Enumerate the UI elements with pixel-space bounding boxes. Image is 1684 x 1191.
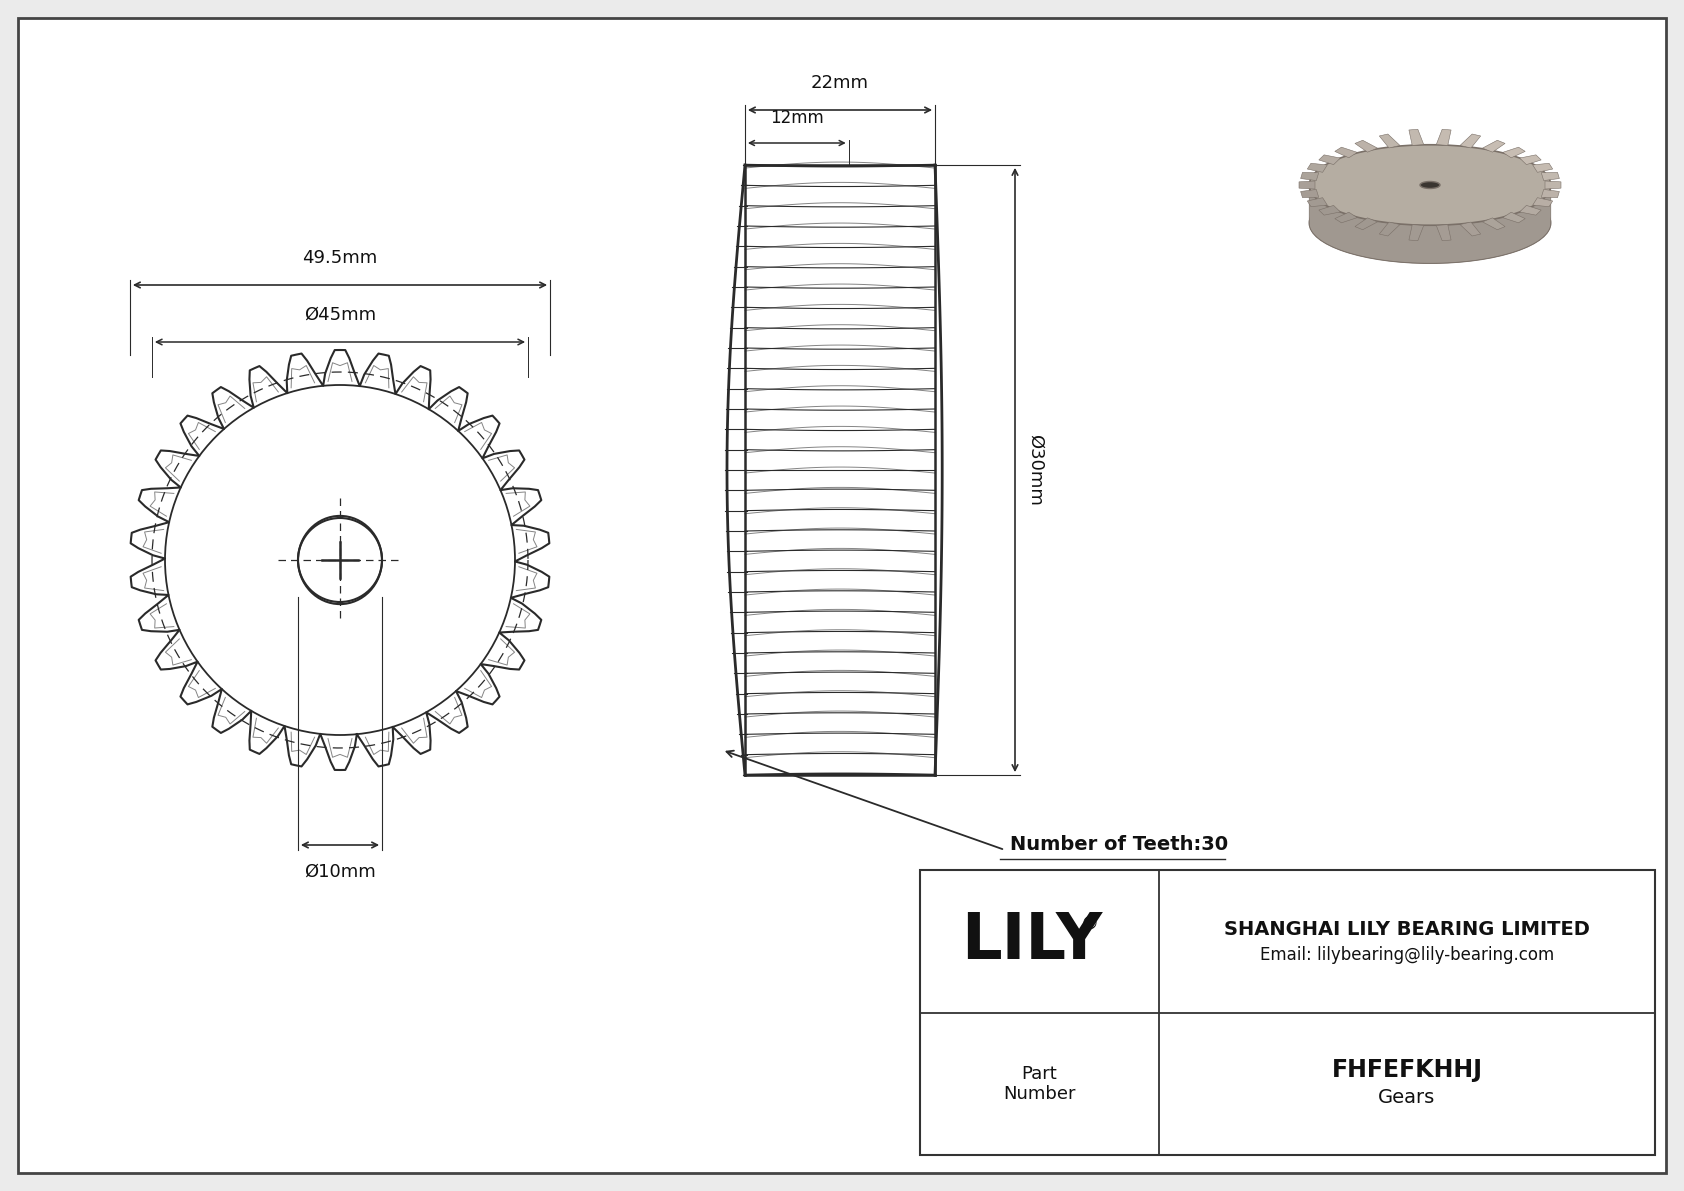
- Ellipse shape: [1308, 182, 1551, 263]
- Polygon shape: [1436, 225, 1452, 241]
- Text: SHANGHAI LILY BEARING LIMITED: SHANGHAI LILY BEARING LIMITED: [1224, 919, 1590, 939]
- Polygon shape: [1379, 222, 1399, 236]
- Polygon shape: [1298, 181, 1315, 189]
- Polygon shape: [1502, 212, 1526, 223]
- Polygon shape: [1532, 198, 1553, 207]
- Text: Part: Part: [1022, 1065, 1058, 1083]
- Polygon shape: [1307, 163, 1327, 173]
- Text: Ø45mm: Ø45mm: [303, 306, 376, 324]
- Text: ®: ®: [1081, 915, 1098, 933]
- Polygon shape: [1519, 155, 1541, 164]
- Polygon shape: [1308, 185, 1551, 263]
- Text: LILY: LILY: [962, 910, 1101, 972]
- Polygon shape: [1541, 189, 1559, 198]
- Polygon shape: [1519, 205, 1541, 216]
- Text: Gears: Gears: [1378, 1089, 1435, 1108]
- Polygon shape: [1541, 173, 1559, 181]
- Text: Number: Number: [1004, 1085, 1076, 1103]
- Polygon shape: [1410, 130, 1423, 145]
- Polygon shape: [1482, 141, 1505, 152]
- Bar: [919, 869, 1655, 1155]
- Polygon shape: [1460, 222, 1480, 236]
- Polygon shape: [1379, 135, 1399, 148]
- Polygon shape: [1307, 198, 1327, 207]
- Polygon shape: [1335, 148, 1357, 157]
- Text: 22mm: 22mm: [812, 74, 869, 92]
- Text: 49.5mm: 49.5mm: [303, 249, 377, 267]
- Polygon shape: [1356, 141, 1378, 152]
- Ellipse shape: [1308, 145, 1551, 225]
- Text: Number of Teeth:30: Number of Teeth:30: [1010, 836, 1228, 854]
- Polygon shape: [1356, 218, 1378, 230]
- Polygon shape: [1300, 189, 1319, 198]
- Polygon shape: [1502, 148, 1526, 157]
- Polygon shape: [1532, 163, 1553, 173]
- Polygon shape: [1319, 155, 1340, 164]
- Polygon shape: [1300, 173, 1319, 181]
- Polygon shape: [1335, 212, 1357, 223]
- Text: Ø30mm: Ø30mm: [1026, 434, 1044, 506]
- Text: Ø10mm: Ø10mm: [305, 863, 376, 881]
- Polygon shape: [1410, 225, 1423, 241]
- Ellipse shape: [1324, 149, 1536, 220]
- Ellipse shape: [1420, 181, 1440, 188]
- Text: Email: lilybearing@lily-bearing.com: Email: lilybearing@lily-bearing.com: [1260, 947, 1554, 965]
- Polygon shape: [1319, 205, 1340, 216]
- Polygon shape: [1460, 135, 1480, 148]
- Text: FHFEFKHHJ: FHFEFKHHJ: [1332, 1058, 1482, 1081]
- Polygon shape: [1436, 130, 1452, 145]
- Text: 12mm: 12mm: [770, 110, 823, 127]
- Polygon shape: [1482, 218, 1505, 230]
- Polygon shape: [1544, 181, 1561, 189]
